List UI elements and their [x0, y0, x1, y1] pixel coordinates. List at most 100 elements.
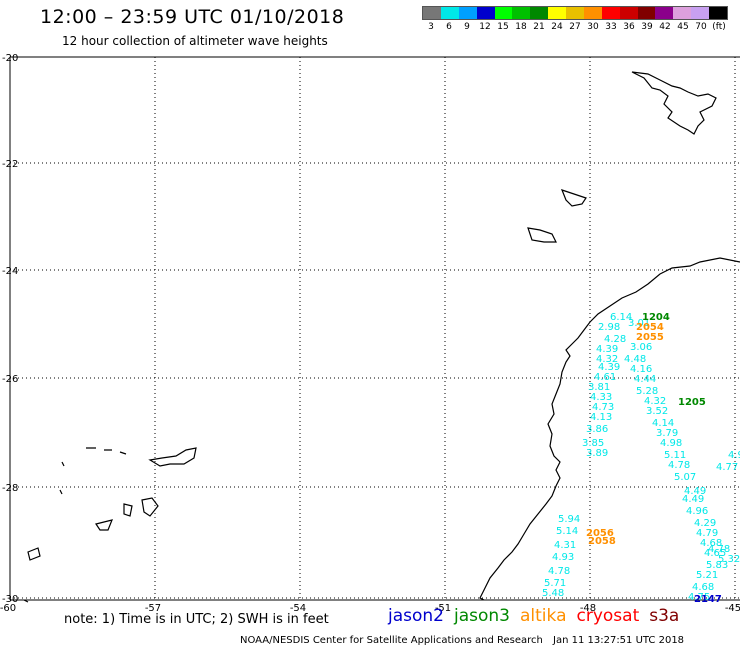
- wave-height-reading: 3.01: [628, 318, 650, 329]
- colorbar-swatch: [440, 7, 459, 19]
- wave-height-reading: 3.89: [586, 448, 608, 459]
- colorbar-label: (ft): [712, 22, 726, 32]
- colorbar-label: 42: [659, 22, 671, 32]
- wave-height-reading: 4.39: [596, 344, 618, 355]
- colorbar-swatch: [637, 7, 656, 19]
- colorbar-label: 6: [446, 22, 452, 32]
- wave-height-reading: 5.83: [706, 560, 728, 571]
- wave-height-reading: 4.78: [668, 460, 690, 471]
- satellite-legend: jason2 jason3 altika cryosat s3a: [388, 606, 689, 626]
- latitude-labels: -20 -22 -24 -26 -28 -30: [2, 53, 18, 605]
- colorbar-swatch: [566, 7, 584, 19]
- wave-height-reading: 4.49: [684, 486, 706, 497]
- colorbar-label: 36: [623, 22, 635, 32]
- satellite-pass-time: 2054: [636, 322, 664, 333]
- colorbar-swatch: [655, 7, 674, 19]
- wave-height-readings: 6.142.98 3.014.284.39 3.064.484.164.445.28…: [542, 312, 740, 603]
- wave-height-reading: 4.78: [548, 566, 570, 577]
- coastline-mainland: [479, 257, 740, 601]
- wave-height-reading: 3.85: [582, 438, 604, 449]
- longitude-label: -57: [145, 603, 161, 614]
- colorbar-swatch: [619, 7, 638, 19]
- wave-height-reading: 4.13: [590, 412, 612, 423]
- satellite-pass-time: 2055: [636, 332, 664, 343]
- wave-height-reading: 4.31: [554, 540, 576, 551]
- wave-height-reading: 5.11: [664, 450, 686, 461]
- legend-item-cryosat: cryosat: [576, 606, 640, 626]
- latitude-label: -22: [2, 159, 18, 170]
- colorbar-swatch: [548, 7, 566, 19]
- plot-frame: [9, 56, 740, 601]
- wave-height-reading: 4.96: [686, 506, 708, 517]
- wave-height-reading: 5.14: [556, 526, 578, 537]
- wave-height-reading: 4.61: [594, 372, 616, 383]
- wave-height-reading: 4.14: [652, 418, 674, 429]
- longitude-label: -60: [0, 603, 16, 614]
- wave-height-reading: 4.68: [692, 582, 714, 593]
- wave-height-reading: 4.32: [596, 354, 618, 365]
- colorbar-swatch: [512, 7, 531, 19]
- wave-height-reading: 4.98: [660, 438, 682, 449]
- wave-height-reading: 4.73: [592, 402, 614, 413]
- latitude-label: -28: [2, 483, 18, 494]
- wave-height-reading: 4.16: [630, 364, 652, 375]
- colorbar-label: 39: [641, 22, 653, 32]
- legend-item-altika: altika: [520, 606, 567, 626]
- latitude-label: -30: [2, 594, 18, 605]
- wave-height-reading: 4.33: [590, 392, 612, 403]
- colorbar-swatch: [476, 7, 495, 19]
- colorbar-swatch: [673, 7, 692, 19]
- coastline: [23, 71, 740, 603]
- colorbar-label: 21: [533, 22, 545, 32]
- wave-height-reading: 4.77: [716, 462, 738, 473]
- colorbar-label: 30: [587, 22, 599, 32]
- latitude-label: -26: [2, 374, 18, 385]
- colorbar-label: 70: [695, 22, 707, 32]
- units-note: note: 1) Time is in UTC; 2) SWH is in fe…: [64, 612, 329, 627]
- satellite-pass-time: 1205: [678, 397, 706, 408]
- wave-height-reading: 4.93: [552, 552, 574, 563]
- satellite-pass-time: 1204: [642, 312, 670, 323]
- wave-height-reading: 4.28: [604, 334, 626, 345]
- wave-height-reading: 5.48: [542, 588, 564, 599]
- map-title: 12:00 – 23:59 UTC 01/10/2018: [40, 6, 345, 28]
- longitude-labels: -60 -57 -54 -51 -48 -45: [0, 603, 740, 614]
- wave-height-reading: 4.78: [708, 544, 730, 555]
- colorbar-swatch: [530, 7, 549, 19]
- latitude-label: -20: [2, 53, 18, 64]
- colorbar-swatch: [709, 7, 727, 19]
- colorbar-swatch: [458, 7, 477, 19]
- colorbar-label: 45: [677, 22, 689, 32]
- colorbar-labels: 3 6 9 12 15 18 21 24 27 30 33 36 39 42 45 70 (ft): [422, 22, 728, 34]
- satellite-pass-time: 2056: [586, 528, 614, 539]
- credit-text: NOAA/NESDIS Center for Satellite Applica…: [240, 635, 543, 646]
- legend-item-jason3: jason3: [454, 606, 510, 626]
- colorbar-swatch: [691, 7, 709, 19]
- satellite-pass-time: 2058: [588, 536, 616, 547]
- colorbar-label: 24: [551, 22, 563, 32]
- longitude-label: -54: [290, 603, 306, 614]
- wave-height-reading: 4.49: [682, 494, 704, 505]
- colorbar-swatch: [423, 7, 441, 19]
- satellite-pass-time: 2147: [694, 594, 722, 605]
- colorbar-label: 33: [605, 22, 617, 32]
- legend-item-jason2: jason2: [388, 606, 444, 626]
- wave-height-reading: 3.52: [646, 406, 668, 417]
- wave-height-reading: 3.06: [630, 342, 652, 353]
- wave-height-reading: 2.98: [598, 322, 620, 333]
- wave-height-reading: 5.28: [636, 386, 658, 397]
- wave-height-reading: 3.86: [586, 424, 608, 435]
- wave-height-reading: 3.81: [588, 382, 610, 393]
- legend-item-s3a: s3a: [649, 606, 680, 626]
- wave-height-reading: 5.94: [558, 514, 580, 525]
- generated-timestamp: Jan 11 13:27:51 UTC 2018: [553, 635, 685, 646]
- colorbar-label: 18: [515, 22, 527, 32]
- longitude-label: -51: [435, 603, 451, 614]
- colorbar-label: 15: [497, 22, 509, 32]
- wave-height-reading: 4.32: [644, 396, 666, 407]
- colorbar-label: 9: [464, 22, 470, 32]
- wave-height-reading: 4.68: [700, 538, 722, 549]
- wave-height-reading: 5.32: [718, 554, 740, 565]
